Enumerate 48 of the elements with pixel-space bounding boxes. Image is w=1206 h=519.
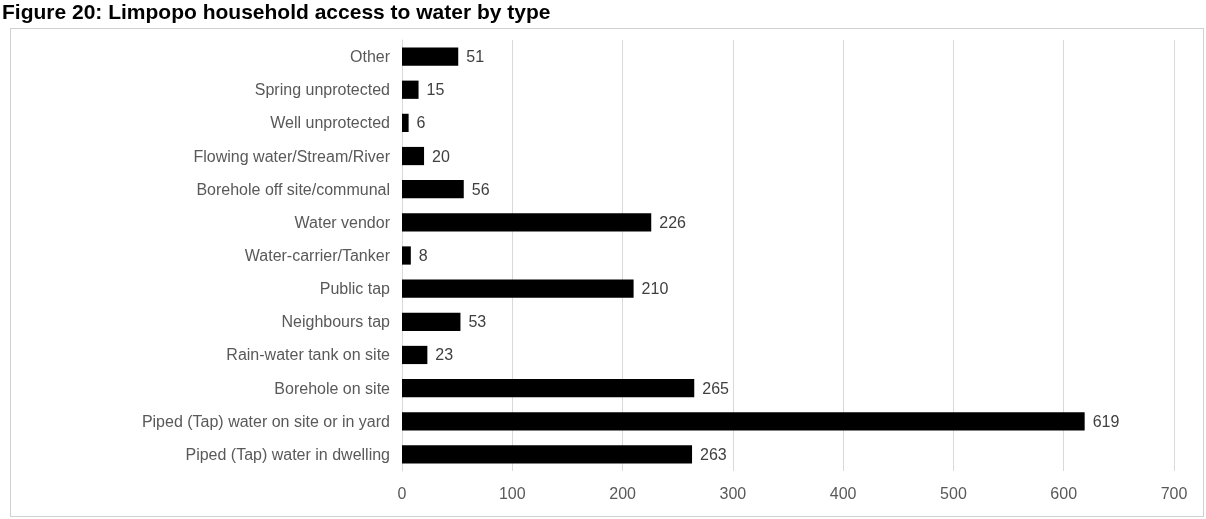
data-label: 226 <box>659 213 687 231</box>
bar <box>402 80 419 99</box>
bar <box>402 47 459 66</box>
y-tick-label: Rain-water tank on site <box>226 346 391 364</box>
bar <box>402 213 652 232</box>
x-tick-label: 0 <box>397 484 407 502</box>
y-tick-label: Piped (Tap) water on site or in yard <box>141 412 390 430</box>
bar <box>402 445 693 464</box>
chart-title: Figure 20: Limpopo household access to water by type <box>2 0 551 24</box>
bar <box>402 279 634 298</box>
x-tick-label: 700 <box>1160 484 1188 502</box>
bar <box>402 246 411 265</box>
bar <box>402 113 409 132</box>
y-tick-label: Flowing water/Stream/River <box>193 147 391 165</box>
y-tick-label: Borehole on site <box>274 379 391 397</box>
y-tick-label: Piped (Tap) water in dwelling <box>185 445 390 463</box>
y-tick-label: Water vendor <box>294 213 391 231</box>
y-tick-label: Public tap <box>319 280 391 298</box>
x-tick-label: 200 <box>609 484 637 502</box>
y-tick-label: Spring unprotected <box>254 81 390 99</box>
bar <box>402 345 428 365</box>
bar <box>402 379 695 398</box>
y-tick-label: Other <box>349 48 391 66</box>
bar <box>402 412 1085 431</box>
data-label: 23 <box>435 346 454 364</box>
data-label: 8 <box>418 247 428 264</box>
y-tick-label: Water-carrier/Tanker <box>244 247 391 264</box>
data-label: 263 <box>700 445 727 463</box>
x-tick-label: 400 <box>829 484 857 502</box>
data-label: 20 <box>432 147 450 165</box>
y-tick-label: Neighbours tap <box>281 313 391 331</box>
bar <box>402 146 425 166</box>
data-label: 56 <box>471 180 490 198</box>
data-label: 619 <box>1092 412 1120 430</box>
data-label: 265 <box>702 379 730 397</box>
data-label: 51 <box>466 48 485 66</box>
y-tick-label: Borehole off site/communal <box>196 180 390 198</box>
bar <box>402 312 461 331</box>
x-tick-label: 600 <box>1050 484 1078 502</box>
data-label: 6 <box>416 114 426 132</box>
x-tick-label: 300 <box>719 484 747 502</box>
data-label: 53 <box>468 313 487 331</box>
x-tick-label: 100 <box>498 484 526 502</box>
y-tick-label: Well unprotected <box>270 114 390 132</box>
bar <box>402 180 464 199</box>
data-label: 210 <box>641 280 669 298</box>
data-label: 15 <box>426 81 445 99</box>
x-tick-label: 500 <box>940 484 967 502</box>
